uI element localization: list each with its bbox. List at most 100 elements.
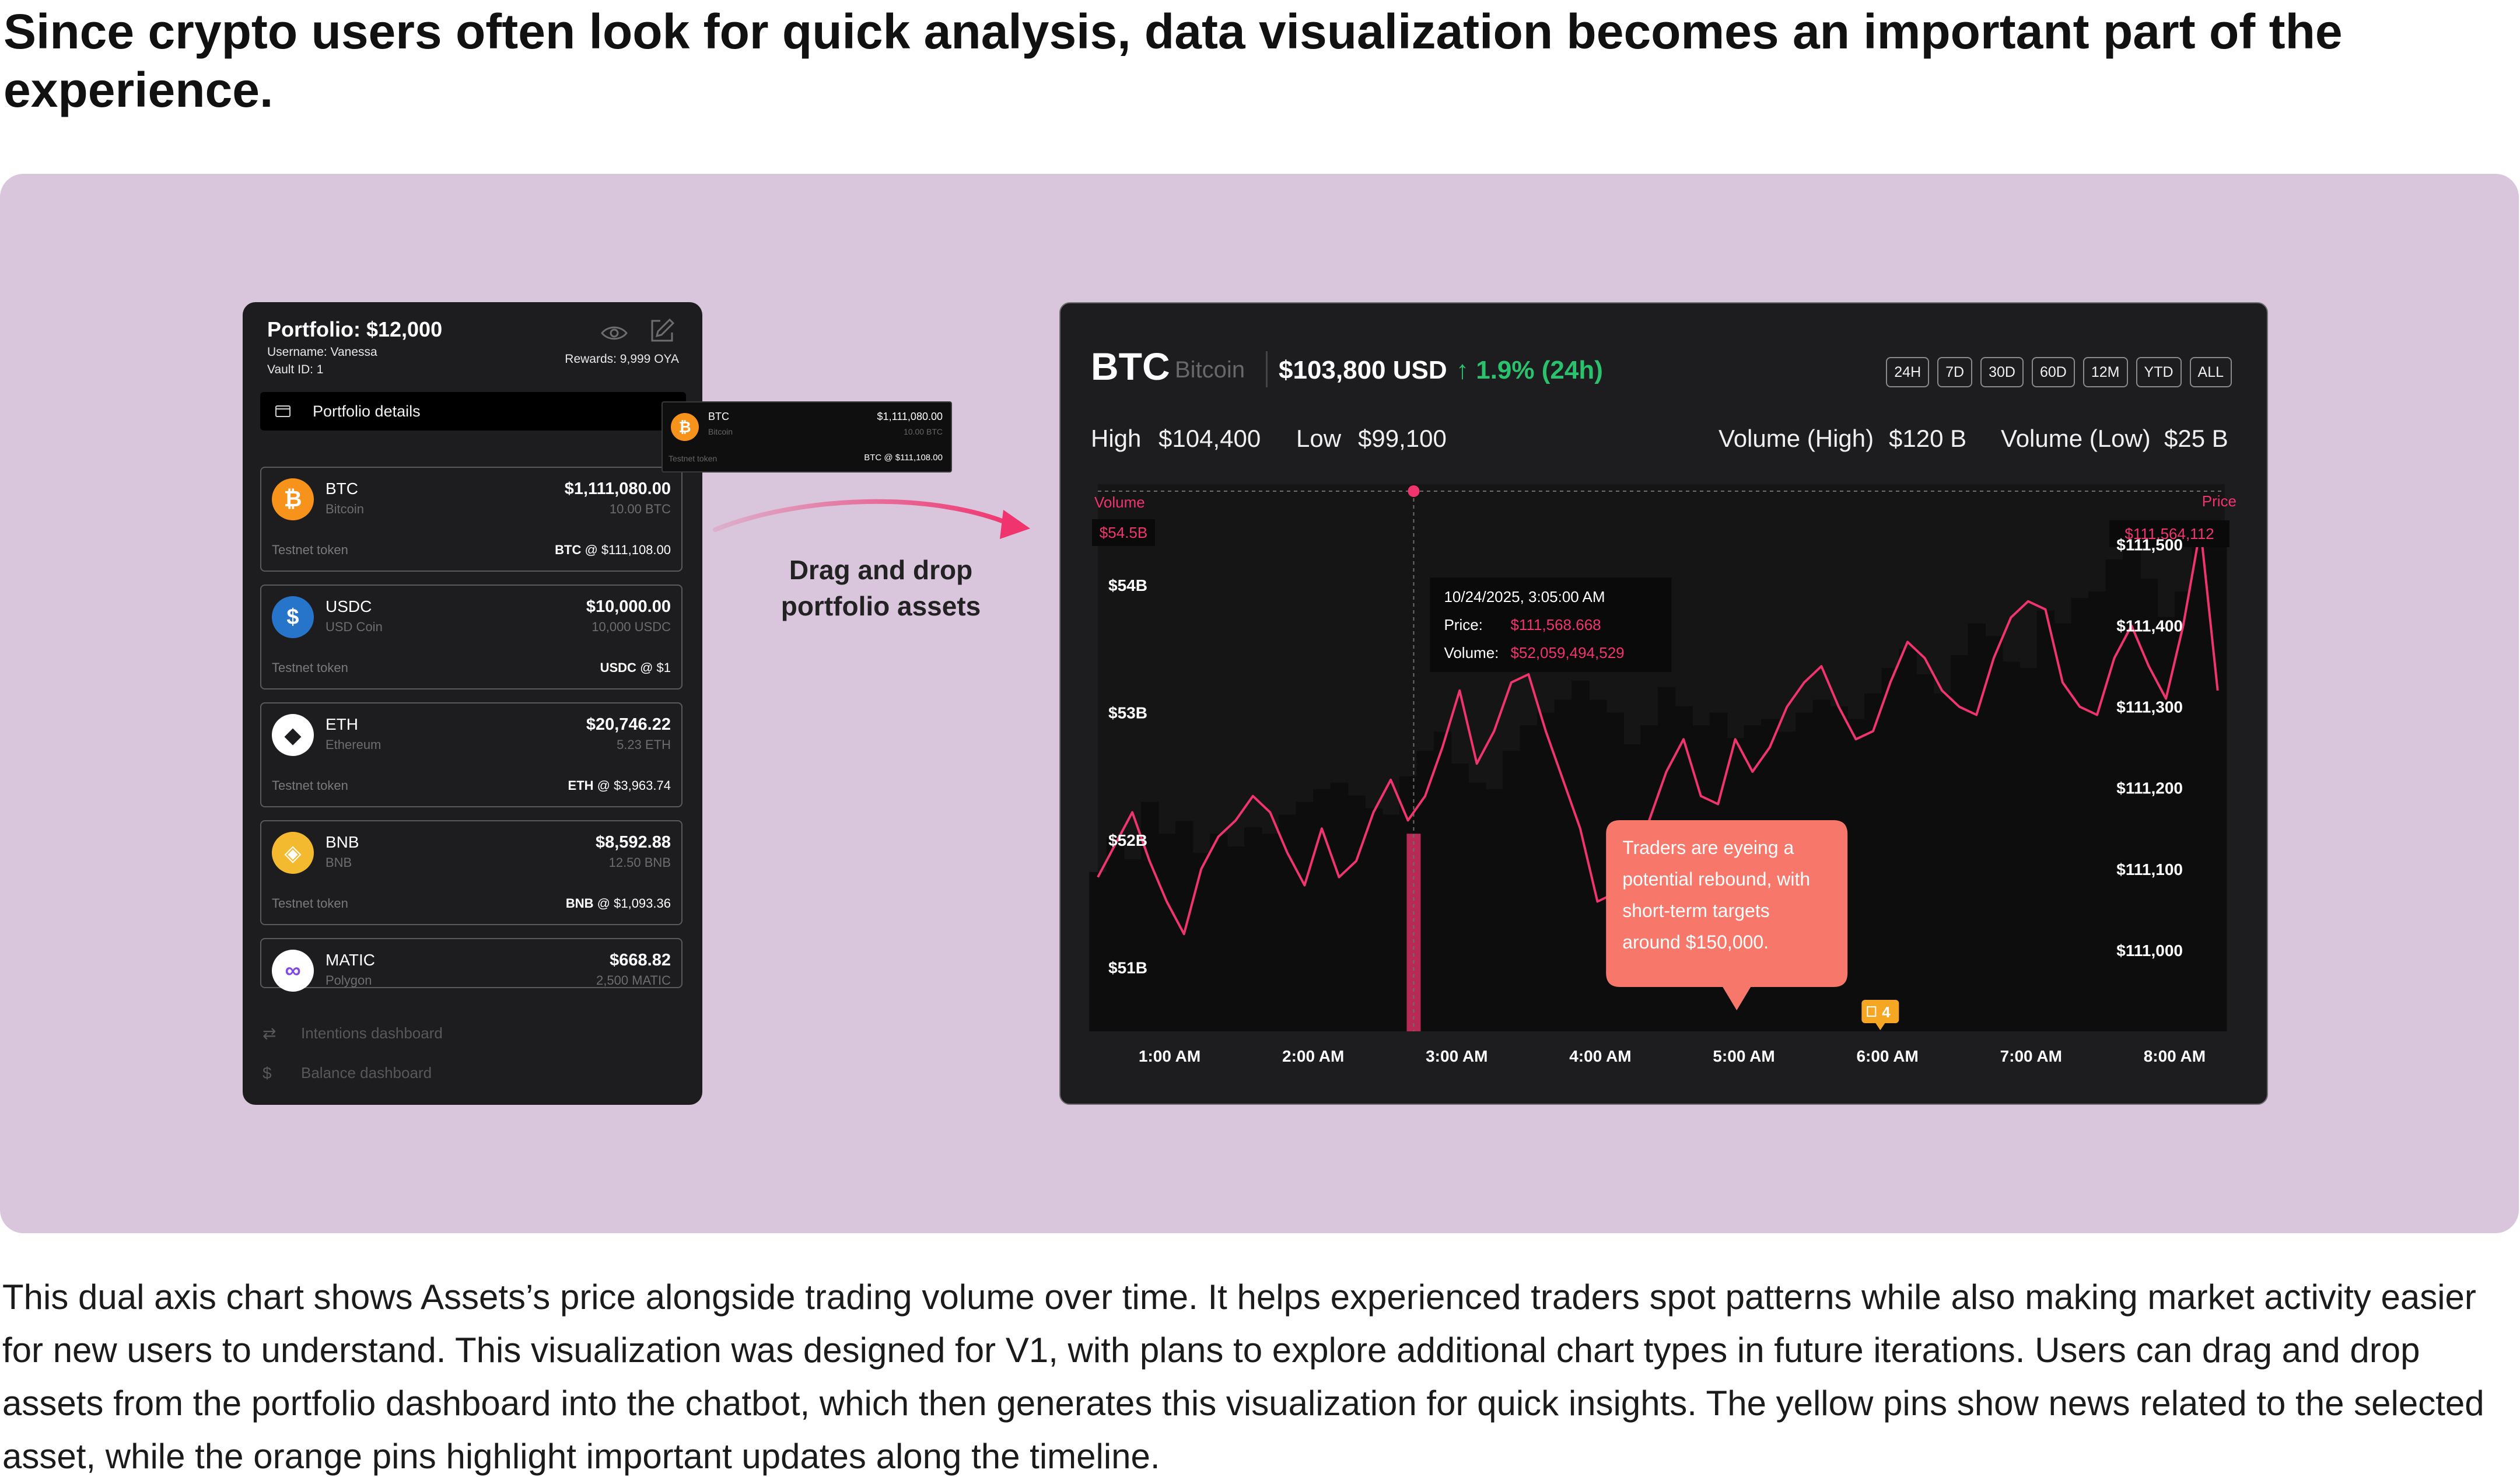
bitcoin-icon: ₿ — [671, 413, 699, 441]
time-tick-label: 5:00 AM — [1713, 1047, 1774, 1065]
asset-value: $20,746.22 — [586, 715, 671, 734]
volume-bar — [1158, 834, 1176, 1031]
asset-quantity: 12.50 BNB — [608, 855, 671, 870]
portfolio-details-button[interactable]: Portfolio details — [260, 392, 686, 430]
volume-tick-label: $54B — [1108, 576, 1147, 594]
dragged-asset-card[interactable]: ₿ BTC Bitcoin $1,111,080.00 10.00 BTC Te… — [662, 401, 952, 473]
eye-icon[interactable] — [600, 318, 629, 348]
price-marker: $111,564,112 — [2124, 525, 2214, 542]
volume-bar — [1451, 764, 1469, 1031]
page-heading: Since crypto users often look for quick … — [4, 4, 2343, 117]
crosshair-point — [1408, 485, 1420, 497]
volume-high-value: $120 B — [1889, 425, 1967, 452]
asset-card-eth[interactable]: ◆ ETH Ethereum $20,746.22 5.23 ETH Testnet to… — [260, 702, 682, 807]
range-all-button[interactable]: ALL — [2189, 357, 2232, 387]
price-volume-chart[interactable]: Volume Price $54.5B $111,564,112 $54B $53B $52… — [1060, 303, 2268, 1105]
volume-bar — [1950, 655, 1969, 1031]
range-12m-button[interactable]: 12M — [2082, 357, 2128, 387]
time-tick-label: 3:00 AM — [1426, 1047, 1488, 1065]
asset-card-bnb[interactable]: ◈ BNB BNB $8,592.88 12.50 BNB Testnet token BN… — [260, 820, 682, 925]
asset-price-symbol: BTC — [555, 542, 582, 557]
volume-bar — [1140, 802, 1159, 1031]
volume-marker-box — [1092, 519, 1155, 546]
chart-symbol: BTC — [1091, 345, 1170, 388]
asset-price-value: @ $111,108.00 — [584, 542, 671, 557]
time-tick-label: 4:00 AM — [1569, 1047, 1631, 1065]
asset-card-matic[interactable]: ∞ MATIC Polygon $668.82 2,500 MATIC — [260, 938, 682, 992]
volume-bar — [2071, 597, 2090, 1031]
range-ytd-button[interactable]: YTD — [2136, 357, 2182, 387]
asset-price-value: @ $1 — [640, 660, 671, 675]
portfolio-rewards: Rewards: 9,999 OYA — [565, 352, 679, 366]
asset-name: Bitcoin — [326, 502, 365, 516]
volume-bar — [1916, 674, 1934, 1031]
ghost-name: Bitcoin — [708, 427, 733, 436]
asset-name: Polygon — [326, 973, 372, 988]
news-pin[interactable] — [1861, 1000, 1899, 1023]
tooltip-volume-label: Volume: — [1444, 644, 1499, 662]
volume-bar — [1313, 789, 1331, 1031]
range-60d-button[interactable]: 60D — [2032, 357, 2075, 387]
asset-card-usdc[interactable]: $ USDC USD Coin $10,000.00 10,000 USDC Testne… — [260, 584, 682, 690]
asset-price-symbol: BNB — [565, 896, 594, 911]
volume-high-label: Volume (High) — [1718, 425, 1874, 452]
range-30d-button[interactable]: 30D — [1980, 357, 2024, 387]
time-tick-label: 6:00 AM — [1856, 1047, 1918, 1065]
annotation-line: short-term targets — [1622, 900, 1770, 921]
range-7d-button[interactable]: 7D — [1937, 357, 1973, 387]
chart-price: $103,800 USD — [1279, 356, 1447, 384]
usdc-icon: $ — [272, 596, 314, 638]
high-value: $104,400 — [1158, 425, 1261, 452]
price-tick-label: $111,000 — [2116, 942, 2183, 960]
asset-unit-price: BTC @ $111,108.00 — [555, 542, 671, 558]
annotation-line: around $150,000. — [1622, 932, 1769, 953]
volume-bar — [1296, 802, 1314, 1031]
nav-balance-dashboard[interactable]: $ Balance dashboard — [262, 1064, 432, 1082]
chart-asset-name: Bitcoin — [1175, 357, 1245, 383]
portfolio-title: Portfolio: $12,000 — [267, 317, 443, 341]
volume-bar — [1209, 834, 1228, 1031]
range-24h-button[interactable]: 24H — [1886, 357, 1930, 387]
asset-unit-price: BNB @ $1,093.36 — [566, 896, 671, 911]
volume-bar — [1382, 814, 1400, 1031]
volume-bar — [1348, 795, 1366, 1031]
volume-axis-title: Volume — [1094, 494, 1145, 511]
volume-bar — [1330, 782, 1349, 1031]
bnb-icon: ◈ — [272, 832, 314, 874]
volume-bar — [1433, 732, 1452, 1031]
annotation-line: potential rebound, with — [1622, 869, 1810, 890]
asset-card-btc[interactable]: ₿ BTC Bitcoin $1,111,080.00 10.00 BTC Testnet… — [260, 467, 682, 572]
chart-panel: BTC Bitcoin $103,800 USD ↑ 1.9% (24h) 24… — [1059, 302, 2268, 1105]
volume-bar — [1847, 719, 1866, 1031]
volume-bar — [1899, 649, 1917, 1031]
portfolio-details-label: Portfolio details — [313, 402, 421, 420]
volume-bar — [1261, 834, 1280, 1031]
asset-value: $8,592.88 — [595, 833, 671, 852]
asset-quantity: 5.23 ETH — [617, 737, 671, 752]
volume-bar — [2157, 617, 2175, 1031]
tooltip-time: 10/24/2025, 3:05:00 AM — [1444, 588, 1605, 606]
volume-bar — [1985, 636, 2003, 1031]
volume-bar — [2105, 559, 2124, 1031]
ethereum-icon: ◆ — [272, 714, 314, 756]
asset-price-value: @ $1,093.36 — [597, 896, 671, 911]
volume-bar — [2192, 521, 2210, 1031]
asset-token-type: Testnet token — [272, 778, 348, 793]
price-axis-title: Price — [2202, 492, 2236, 510]
asset-name: USD Coin — [326, 620, 383, 634]
annotation-line: Traders are eyeing a — [1622, 837, 1794, 858]
volume-bar — [2088, 591, 2106, 1031]
asset-price-symbol: USDC — [600, 660, 636, 675]
low-value: $99,100 — [1358, 425, 1447, 452]
volume-bar — [1279, 814, 1297, 1031]
edit-icon[interactable] — [648, 316, 677, 345]
volume-bar — [1485, 789, 1504, 1031]
volume-bar — [1881, 668, 1900, 1031]
volume-bar — [1968, 623, 1986, 1031]
description-paragraph: This dual axis chart shows Assets’s pric… — [2, 1278, 2484, 1476]
nav-intentions-dashboard[interactable]: ⇄ Intentions dashboard — [262, 1024, 443, 1042]
asset-symbol: BNB — [326, 833, 359, 851]
volume-bar — [1554, 699, 1573, 1031]
tooltip-box — [1430, 578, 1672, 672]
asset-symbol: ETH — [326, 715, 358, 733]
